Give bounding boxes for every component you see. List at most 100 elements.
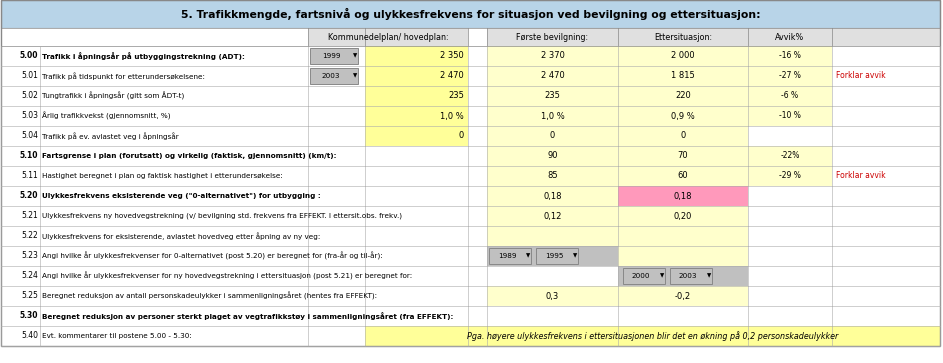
Text: Ettersituasjon:: Ettersituasjon: xyxy=(653,33,712,41)
Text: 2003: 2003 xyxy=(679,273,697,279)
Text: 5.24: 5.24 xyxy=(21,272,38,281)
Bar xyxy=(1,106,940,126)
Text: 0,12: 0,12 xyxy=(543,212,562,220)
Bar xyxy=(618,126,748,146)
Text: 5.40: 5.40 xyxy=(21,331,38,340)
Bar xyxy=(468,266,487,286)
Bar xyxy=(308,326,365,346)
Bar xyxy=(1,306,940,326)
Text: Hastighet beregnet i plan og faktisk hastighet i etterundersøkelse:: Hastighet beregnet i plan og faktisk has… xyxy=(42,173,283,179)
Bar xyxy=(618,28,748,46)
Bar xyxy=(489,248,531,264)
Bar xyxy=(487,106,618,126)
Text: 5.20: 5.20 xyxy=(20,192,38,200)
Text: 0: 0 xyxy=(458,131,464,140)
Text: 1 815: 1 815 xyxy=(671,72,695,81)
Text: Ulykkesfrekvens ny hovedvegstrekning (v/ bevilgning std. frekvens fra EFFEKT. I : Ulykkesfrekvens ny hovedvegstrekning (v/… xyxy=(42,213,402,219)
Text: ▼: ▼ xyxy=(573,253,577,258)
Bar xyxy=(468,106,487,126)
Bar xyxy=(468,46,487,66)
Bar xyxy=(310,48,358,64)
Bar xyxy=(748,86,832,106)
Bar xyxy=(748,106,832,126)
Text: Angi hvilke år ulykkesfrekvenser for 0-alternativet (post 5.20) er beregnet for : Angi hvilke år ulykkesfrekvenser for 0-a… xyxy=(42,252,383,260)
Text: 60: 60 xyxy=(678,171,688,180)
Text: 1,0 %: 1,0 % xyxy=(540,111,564,121)
Bar xyxy=(618,246,748,266)
Bar xyxy=(1,186,940,206)
Bar xyxy=(670,268,712,284)
Text: 2000: 2000 xyxy=(632,273,651,279)
Text: 5.21: 5.21 xyxy=(22,212,38,220)
Bar xyxy=(536,248,578,264)
Bar xyxy=(468,246,487,266)
Bar xyxy=(618,286,748,306)
Bar xyxy=(365,106,468,126)
Bar xyxy=(487,286,618,306)
Text: Forklar avvik: Forklar avvik xyxy=(836,171,885,180)
Text: 2 370: 2 370 xyxy=(540,52,565,61)
Bar xyxy=(618,306,748,326)
Text: 5.25: 5.25 xyxy=(21,291,38,301)
Bar xyxy=(468,86,487,106)
Bar xyxy=(1,0,940,28)
Text: 5.02: 5.02 xyxy=(21,91,38,101)
Text: 85: 85 xyxy=(547,171,558,180)
Text: 5.22: 5.22 xyxy=(22,232,38,241)
Bar xyxy=(1,266,940,286)
Text: -0,2: -0,2 xyxy=(675,291,691,301)
Bar xyxy=(468,166,487,186)
Text: Kommunedelplan/ hovedplan:: Kommunedelplan/ hovedplan: xyxy=(327,33,448,41)
Bar xyxy=(468,226,487,246)
Bar xyxy=(748,166,832,186)
Bar xyxy=(1,28,940,46)
Bar xyxy=(748,126,832,146)
Text: Fartsgrense i plan (forutsatt) og virkelig (faktisk, gjennomsnitt) (km/t):: Fartsgrense i plan (forutsatt) og virkel… xyxy=(42,153,337,159)
Bar xyxy=(487,46,618,66)
Text: 0: 0 xyxy=(550,131,555,140)
Text: 2 470: 2 470 xyxy=(540,72,564,81)
Bar xyxy=(1,166,940,186)
Bar xyxy=(365,66,468,86)
Text: 235: 235 xyxy=(544,91,560,101)
Text: Angi hvilke år ulykkesfrekvenser for ny hovedvegstrekning i ettersituasjon (post: Angi hvilke år ulykkesfrekvenser for ny … xyxy=(42,272,412,280)
Text: 5.11: 5.11 xyxy=(22,171,38,180)
Text: 5.01: 5.01 xyxy=(21,72,38,81)
Text: 5.23: 5.23 xyxy=(21,252,38,261)
Bar xyxy=(1,46,940,66)
Bar xyxy=(365,326,940,346)
Bar xyxy=(487,186,618,206)
Bar xyxy=(748,306,832,326)
Bar xyxy=(487,86,618,106)
Text: Ulykkesfrekvens for eksisterende, avlastet hovedveg etter åpning av ny veg:: Ulykkesfrekvens for eksisterende, avlast… xyxy=(42,232,321,240)
Bar xyxy=(468,28,487,46)
Text: 5.04: 5.04 xyxy=(21,131,38,140)
Text: ▼: ▼ xyxy=(353,53,357,58)
Bar xyxy=(1,206,940,226)
Bar xyxy=(468,206,487,226)
Bar xyxy=(748,46,832,66)
Text: 0,18: 0,18 xyxy=(673,192,692,200)
Bar xyxy=(748,266,832,286)
Text: 0,18: 0,18 xyxy=(543,192,562,200)
Bar xyxy=(487,226,618,246)
Text: 2003: 2003 xyxy=(322,73,340,79)
Bar xyxy=(618,226,748,246)
Bar xyxy=(468,186,487,206)
Bar xyxy=(748,66,832,86)
Bar xyxy=(748,286,832,306)
Bar xyxy=(468,306,487,326)
Bar xyxy=(1,286,940,306)
Bar xyxy=(1,146,940,166)
Text: Ulykkesfrekvens eksisterende veg ("0-alternativet") for utbygging :: Ulykkesfrekvens eksisterende veg ("0-alt… xyxy=(42,193,321,199)
Text: Trafikk i åpningsår på utbyggingstrekning (ADT):: Trafikk i åpningsår på utbyggingstreknin… xyxy=(42,52,245,60)
Text: -16 %: -16 % xyxy=(779,52,801,61)
Bar xyxy=(468,66,487,86)
Text: 1995: 1995 xyxy=(545,253,563,259)
Bar xyxy=(1,226,940,246)
Text: Forklar avvik: Forklar avvik xyxy=(836,72,885,81)
Bar xyxy=(365,28,468,46)
Text: -10 %: -10 % xyxy=(779,111,801,121)
Bar xyxy=(748,206,832,226)
Text: 2 350: 2 350 xyxy=(440,52,464,61)
